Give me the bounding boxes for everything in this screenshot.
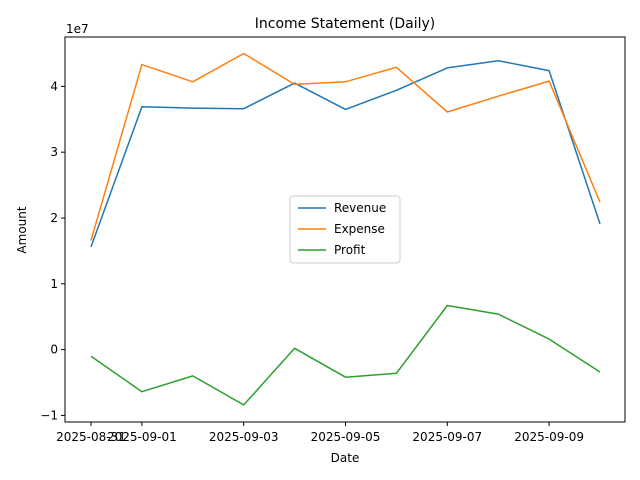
x-tick-label: 2025-09-09	[514, 430, 584, 444]
y-tick-label: 4	[50, 79, 58, 93]
legend-label-expense: Expense	[334, 222, 385, 236]
legend-label-revenue: Revenue	[334, 201, 386, 215]
chart-title: Income Statement (Daily)	[255, 16, 435, 32]
legend: Revenue Expense Profit	[289, 195, 401, 264]
plot-area	[90, 52, 601, 406]
y-tick-label: 2	[50, 211, 58, 225]
x-axis-label: Date	[331, 451, 360, 465]
legend-box	[289, 195, 401, 264]
series-line-expense	[90, 52, 601, 241]
x-tick-label: 2025-09-01	[107, 430, 177, 444]
legend-label-profit: Profit	[334, 243, 366, 257]
x-tick-label: 2025-08-31	[56, 430, 126, 444]
series-line-profit	[90, 304, 601, 406]
x-tick-label: 2025-09-07	[412, 430, 482, 444]
y-axis-ticks: −1 0 1 2 3 4	[40, 79, 65, 422]
x-tick-label: 2025-09-05	[311, 430, 381, 444]
y-offset-label: 1e7	[66, 22, 89, 36]
y-tick-label: −1	[40, 408, 58, 422]
series-line-revenue	[90, 59, 601, 248]
y-tick-label: 0	[50, 343, 58, 357]
y-tick-label: 3	[50, 145, 58, 159]
y-axis-label: Amount	[15, 206, 29, 253]
x-tick-label: 2025-09-03	[209, 430, 279, 444]
y-tick-label: 1	[50, 277, 58, 291]
